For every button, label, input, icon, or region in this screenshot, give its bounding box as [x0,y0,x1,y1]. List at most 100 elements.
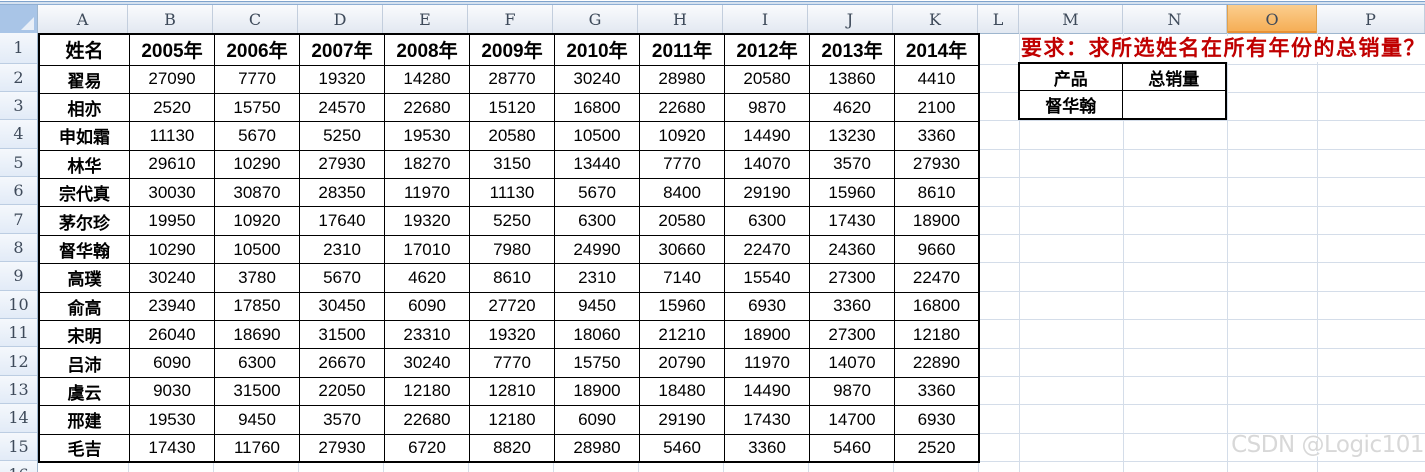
column-header-N[interactable]: N [1123,5,1227,33]
table-header-cell[interactable]: 2010年 [555,35,640,66]
row-header-1[interactable]: 1 [0,33,37,64]
table-value-cell[interactable]: 19530 [385,122,470,151]
table-value-cell[interactable]: 9870 [810,377,895,407]
table-value-cell[interactable]: 15750 [215,93,300,123]
table-value-cell[interactable]: 17640 [300,207,385,236]
table-value-cell[interactable]: 6300 [555,207,640,236]
table-value-cell[interactable]: 18690 [215,321,300,350]
table-value-cell[interactable]: 14490 [725,377,810,407]
table-value-cell[interactable]: 19950 [130,207,215,236]
table-value-cell[interactable]: 6930 [895,406,980,435]
table-value-cell[interactable]: 28350 [300,179,385,208]
table-header-cell[interactable]: 2014年 [895,35,980,66]
table-value-cell[interactable]: 19320 [470,321,555,350]
table-value-cell[interactable]: 28980 [555,434,640,463]
table-value-cell[interactable]: 3360 [895,377,980,407]
table-value-cell[interactable]: 22680 [385,93,470,123]
table-value-cell[interactable]: 5250 [470,207,555,236]
table-value-cell[interactable]: 20580 [470,122,555,151]
table-value-cell[interactable]: 15960 [640,292,725,322]
table-value-cell[interactable]: 2310 [300,235,385,265]
table-value-cell[interactable]: 29190 [640,406,725,435]
table-value-cell[interactable]: 31500 [300,321,385,350]
column-header-C[interactable]: C [213,5,298,33]
table-value-cell[interactable]: 12180 [895,321,980,350]
table-value-cell[interactable]: 21210 [640,321,725,350]
table-value-cell[interactable]: 4620 [385,264,470,293]
row-header-10[interactable]: 10 [0,290,37,320]
table-value-cell[interactable]: 6300 [215,349,300,378]
table-value-cell[interactable]: 30240 [130,264,215,293]
table-value-cell[interactable]: 28770 [470,65,555,94]
table-header-cell[interactable]: 2006年 [215,35,300,66]
table-value-cell[interactable]: 11970 [385,179,470,208]
row-header-5[interactable]: 5 [0,148,37,178]
table-value-cell[interactable]: 26040 [130,321,215,350]
table-value-cell[interactable]: 11970 [725,349,810,378]
table-value-cell[interactable]: 20790 [640,349,725,378]
table-value-cell[interactable]: 27720 [470,292,555,322]
column-header-O[interactable]: O [1227,5,1317,33]
row-header-6[interactable]: 6 [0,177,37,206]
row-header-14[interactable]: 14 [0,404,37,433]
table-value-cell[interactable]: 5460 [640,434,725,463]
table-value-cell[interactable]: 18270 [385,150,470,180]
table-value-cell[interactable]: 10290 [130,235,215,265]
table-value-cell[interactable]: 8400 [640,179,725,208]
column-header-L[interactable]: L [978,5,1019,33]
table-name-cell[interactable]: 林华 [40,150,130,180]
table-value-cell[interactable]: 30660 [640,235,725,265]
table-header-cell[interactable]: 2009年 [470,35,555,66]
table-value-cell[interactable]: 11760 [215,434,300,463]
table-value-cell[interactable]: 3570 [810,150,895,180]
table-value-cell[interactable]: 14700 [810,406,895,435]
table-value-cell[interactable]: 13440 [555,150,640,180]
table-value-cell[interactable]: 5670 [300,264,385,293]
table-value-cell[interactable]: 22470 [725,235,810,265]
table-value-cell[interactable]: 15540 [725,264,810,293]
table-value-cell[interactable]: 22050 [300,377,385,407]
table-value-cell[interactable]: 12810 [470,377,555,407]
table-name-cell[interactable]: 虞云 [40,377,130,407]
table-header-cell[interactable]: 2013年 [810,35,895,66]
table-value-cell[interactable]: 17010 [385,235,470,265]
table-value-cell[interactable]: 23940 [130,292,215,322]
column-header-K[interactable]: K [893,5,978,33]
table-value-cell[interactable]: 8610 [895,179,980,208]
table-value-cell[interactable]: 11130 [130,122,215,151]
table-value-cell[interactable]: 10290 [215,150,300,180]
column-header-A[interactable]: A [38,5,128,33]
table-value-cell[interactable]: 10500 [555,122,640,151]
table-value-cell[interactable]: 5460 [810,434,895,463]
table-name-cell[interactable]: 翟易 [40,65,130,94]
table-value-cell[interactable]: 8610 [470,264,555,293]
table-value-cell[interactable]: 16800 [895,292,980,322]
table-value-cell[interactable]: 30240 [385,349,470,378]
table-name-cell[interactable]: 毛吉 [40,434,130,463]
lookup-header-total[interactable]: 总销量 [1122,64,1225,92]
table-value-cell[interactable]: 13860 [810,65,895,94]
table-value-cell[interactable]: 27930 [895,150,980,180]
table-value-cell[interactable]: 3360 [725,434,810,463]
column-header-G[interactable]: G [553,5,638,33]
table-value-cell[interactable]: 27930 [300,434,385,463]
table-value-cell[interactable]: 4410 [895,65,980,94]
table-value-cell[interactable]: 22680 [640,93,725,123]
table-value-cell[interactable]: 17850 [215,292,300,322]
table-value-cell[interactable]: 14490 [725,122,810,151]
column-header-D[interactable]: D [298,5,383,33]
table-name-cell[interactable]: 宋明 [40,321,130,350]
row-header-11[interactable]: 11 [0,319,37,348]
table-value-cell[interactable]: 28980 [640,65,725,94]
row-header-13[interactable]: 13 [0,375,37,405]
table-value-cell[interactable]: 22470 [895,264,980,293]
table-value-cell[interactable]: 6930 [725,292,810,322]
table-name-cell[interactable]: 邢建 [40,406,130,435]
table-value-cell[interactable]: 5250 [300,122,385,151]
table-value-cell[interactable]: 29610 [130,150,215,180]
table-value-cell[interactable]: 3570 [300,406,385,435]
table-value-cell[interactable]: 22890 [895,349,980,378]
table-value-cell[interactable]: 16800 [555,93,640,123]
table-value-cell[interactable]: 7770 [640,150,725,180]
table-header-cell[interactable]: 2008年 [385,35,470,66]
